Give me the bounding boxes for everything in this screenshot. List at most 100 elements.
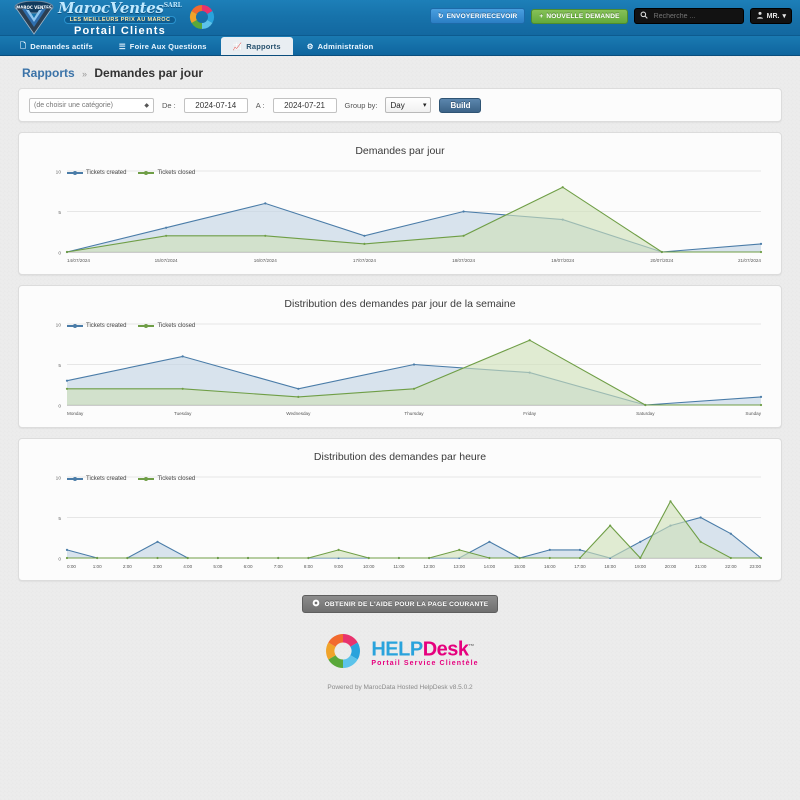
legend-label: Tickets closed	[157, 170, 196, 176]
legend-swatch-created	[67, 323, 83, 329]
svg-text:17/07/2024: 17/07/2024	[353, 258, 376, 263]
folder-icon: 🗋	[20, 40, 27, 50]
from-date-input[interactable]	[183, 97, 248, 113]
header-actions: ↻ ENVOYER/RECEVOIR + NOUVELLE DEMANDE MR…	[429, 8, 792, 24]
svg-text:5: 5	[58, 210, 61, 216]
chart-card-par-jour-semaine: Distribution des demandes par jour de la…	[18, 285, 782, 428]
svg-text:23:00: 23:00	[750, 564, 762, 569]
svg-text:17:00: 17:00	[574, 564, 586, 569]
svg-text:10: 10	[56, 476, 62, 482]
brand-slogan: LES MEILLEURS PRIX AU MAROC	[63, 16, 177, 24]
page-footer: OBTENIR DE L'AIDE POUR LA PAGE COURANTE	[18, 595, 782, 691]
svg-text:5: 5	[58, 363, 61, 369]
svg-text:1:00: 1:00	[93, 564, 102, 569]
legend-label: Tickets created	[86, 323, 127, 329]
chevron-down-icon: ▾	[782, 13, 786, 20]
svg-text:9:00: 9:00	[334, 564, 343, 569]
info-icon	[312, 599, 320, 609]
user-menu-button[interactable]: MR. ▾	[749, 8, 792, 24]
new-request-button[interactable]: + NOUVELLE DEMANDE	[531, 8, 628, 24]
report-filter-bar: (de choisir une catégorie) ◆ De : A : Gr…	[18, 88, 782, 122]
portal-label: Portail Clients	[73, 25, 166, 37]
helpdesk-name: HELPDesk™	[371, 638, 475, 661]
legend-label: Tickets created	[86, 476, 127, 482]
svg-text:Sunday: Sunday	[745, 411, 761, 416]
legend-item-closed[interactable]: Tickets closed	[138, 170, 195, 176]
to-date-input[interactable]	[272, 97, 337, 113]
category-select-value: (de choisir une catégorie)	[34, 101, 113, 109]
legend-swatch-created	[67, 170, 83, 176]
svg-text:15:00: 15:00	[514, 564, 526, 569]
svg-text:12:00: 12:00	[423, 564, 435, 569]
brand-wordmark: MarocVentesSARL LES MEILLEURS PRIX AU MA…	[58, 0, 182, 38]
nav-label: Demandes actifs	[30, 41, 93, 51]
svg-text:Thursday: Thursday	[404, 411, 424, 416]
nav-item-demandes-actifs[interactable]: 🗋 Demandes actifs	[8, 37, 105, 55]
refresh-icon: ↻	[437, 13, 444, 20]
svg-text:20/07/2024: 20/07/2024	[650, 258, 673, 263]
chevron-down-icon: ◆	[144, 102, 149, 109]
svg-text:10: 10	[56, 170, 62, 176]
nav-label: Rapports	[246, 41, 281, 51]
helpdesk-ring-icon	[321, 629, 365, 676]
legend-item-closed[interactable]: Tickets closed	[138, 323, 195, 329]
legend-swatch-created	[67, 476, 83, 482]
legend-item-closed[interactable]: Tickets closed	[138, 476, 195, 482]
plus-icon: +	[539, 12, 544, 20]
legend-item-created[interactable]: Tickets created	[67, 476, 126, 482]
svg-text:0:00: 0:00	[67, 564, 76, 569]
svg-text:22:00: 22:00	[725, 564, 737, 569]
chevron-down-icon: ▾	[422, 102, 427, 109]
chart-plot-area: Tickets created Tickets closed 0 5 10 Monda…	[29, 316, 771, 421]
build-button[interactable]: Build	[439, 97, 482, 113]
svg-text:Monday: Monday	[67, 411, 84, 416]
powered-by-text: Powered by MarocData Hosted HelpDesk v8.…	[327, 684, 473, 691]
chart-icon: 📈	[232, 41, 243, 51]
svg-text:18:00: 18:00	[604, 564, 616, 569]
nav-item-rapports[interactable]: 📈 Rapports	[220, 37, 293, 55]
get-help-button[interactable]: OBTENIR DE L'AIDE POUR LA PAGE COURANTE	[301, 595, 499, 613]
chart-legend: Tickets created Tickets closed	[67, 476, 195, 482]
chart-card-par-heure: Distribution des demandes par heure Tick…	[18, 438, 782, 581]
nav-label: Foire Aux Questions	[129, 41, 207, 51]
search-input[interactable]	[651, 11, 738, 21]
legend-swatch-closed	[138, 323, 155, 329]
color-ring-icon	[187, 2, 217, 35]
get-help-label: OBTENIR DE L'AIDE POUR LA PAGE COURANTE	[324, 600, 489, 608]
legend-item-created[interactable]: Tickets created	[67, 323, 126, 329]
chart-plot-area: Tickets created Tickets closed 0 5 10 14/07…	[29, 163, 771, 268]
brand-name: MarocVentesSARL	[58, 0, 182, 17]
svg-text:MAROC VENTES: MAROC VENTES	[16, 5, 52, 10]
page-content: Rapports » Demandes par jour (de choisir…	[0, 56, 800, 800]
svg-text:2:00: 2:00	[123, 564, 132, 569]
svg-text:Saturday: Saturday	[636, 411, 655, 416]
svg-text:5: 5	[58, 516, 61, 522]
user-label: MR.	[766, 12, 780, 20]
svg-text:21/07/2024: 21/07/2024	[738, 258, 761, 263]
category-select[interactable]: (de choisir une catégorie) ◆	[29, 97, 154, 113]
svg-text:10:00: 10:00	[363, 564, 375, 569]
svg-text:20:00: 20:00	[665, 564, 677, 569]
search-box[interactable]	[633, 8, 744, 24]
chart-title: Distribution des demandes par jour de la…	[284, 298, 516, 310]
svg-text:0: 0	[58, 404, 61, 410]
helpdesk-wordmark: HELPDesk™ Portail Service Clientèle	[371, 638, 478, 667]
group-by-select[interactable]: Day ▾	[385, 97, 432, 113]
svg-text:10: 10	[56, 323, 62, 329]
from-date-label: De :	[162, 100, 176, 110]
breadcrumb: Rapports » Demandes par jour	[18, 56, 782, 88]
legend-swatch-closed	[138, 170, 155, 176]
legend-item-created[interactable]: Tickets created	[67, 170, 126, 176]
svg-text:Wednesday: Wednesday	[286, 411, 311, 416]
nav-item-administration[interactable]: ⚙ Administration	[295, 37, 386, 55]
svg-text:8:00: 8:00	[304, 564, 313, 569]
nav-item-foire-aux-questions[interactable]: ☰ Foire Aux Questions	[107, 37, 219, 55]
search-icon	[640, 10, 648, 22]
svg-text:3:00: 3:00	[153, 564, 162, 569]
breadcrumb-link-rapports[interactable]: Rapports	[22, 66, 75, 80]
brand-logo-group[interactable]: MAROC VENTES MarocVentesSARL LES MEILLEU…	[12, 0, 217, 38]
gear-icon: ⚙	[306, 41, 314, 51]
to-date-label: A :	[255, 100, 265, 110]
legend-label: Tickets closed	[157, 323, 196, 329]
send-receive-button[interactable]: ↻ ENVOYER/RECEVOIR	[429, 8, 526, 24]
